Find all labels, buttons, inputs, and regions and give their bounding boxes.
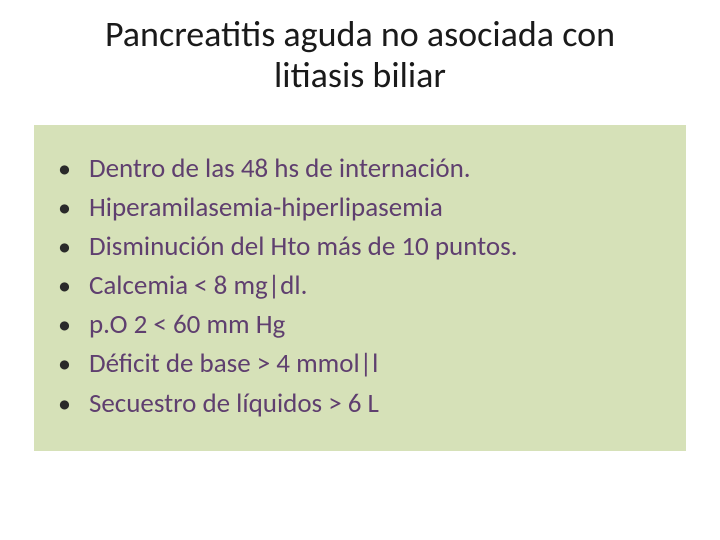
list-item-text: Disminución del Hto más de 10 puntos.	[89, 227, 668, 266]
list-item-text: Calcemia < 8 mg|dl.	[89, 266, 668, 305]
bullet-icon: •	[58, 266, 71, 305]
content-box: • Dentro de las 48 hs de internación. • …	[34, 125, 686, 451]
bullet-icon: •	[58, 188, 71, 227]
list-item-text: Secuestro de líquidos > 6 L	[89, 384, 668, 423]
list-item-text: p.O 2 < 60 mm Hg	[89, 305, 668, 344]
list-item: • Secuestro de líquidos > 6 L	[52, 384, 668, 423]
bullet-icon: •	[58, 227, 71, 266]
list-item-text: Déficit de base > 4 mmol|l	[89, 344, 668, 383]
list-item: • Déficit de base > 4 mmol|l	[52, 344, 668, 383]
list-item-text: Hiperamilasemia-hiperlipasemia	[89, 188, 668, 227]
list-item: • Hiperamilasemia-hiperlipasemia	[52, 188, 668, 227]
list-item: • Disminución del Hto más de 10 puntos.	[52, 227, 668, 266]
slide: Pancreatitis aguda no asociada con litia…	[0, 0, 720, 540]
bullet-icon: •	[58, 344, 71, 383]
list-item: • Calcemia < 8 mg|dl.	[52, 266, 668, 305]
bullet-icon: •	[58, 149, 71, 188]
bullet-icon: •	[58, 384, 71, 423]
list-item-text: Dentro de las 48 hs de internación.	[89, 149, 668, 188]
list-item: • p.O 2 < 60 mm Hg	[52, 305, 668, 344]
slide-title: Pancreatitis aguda no asociada con litia…	[28, 14, 692, 97]
bullet-icon: •	[58, 305, 71, 344]
bullet-list: • Dentro de las 48 hs de internación. • …	[52, 149, 668, 423]
list-item: • Dentro de las 48 hs de internación.	[52, 149, 668, 188]
